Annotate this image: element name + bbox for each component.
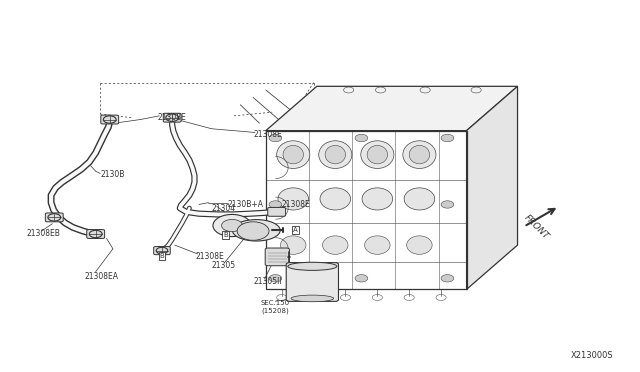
Ellipse shape [406,236,432,254]
Text: 21308EB: 21308EB [27,230,61,238]
Ellipse shape [325,145,346,164]
Ellipse shape [283,145,303,164]
FancyBboxPatch shape [100,115,118,124]
Circle shape [269,201,282,208]
Ellipse shape [291,295,333,302]
FancyBboxPatch shape [265,248,289,266]
Text: 21305II: 21305II [253,278,282,286]
Ellipse shape [403,141,436,169]
Text: FRONT: FRONT [523,212,550,241]
Text: 21305: 21305 [212,261,236,270]
FancyBboxPatch shape [286,263,339,301]
FancyBboxPatch shape [268,208,285,216]
FancyBboxPatch shape [45,213,63,222]
FancyBboxPatch shape [163,113,181,122]
Ellipse shape [278,188,308,210]
Circle shape [213,214,251,237]
Polygon shape [266,86,518,131]
Ellipse shape [319,141,352,169]
Text: SEC.150
(15208): SEC.150 (15208) [261,300,290,314]
Circle shape [441,201,454,208]
Text: 21304: 21304 [212,203,236,213]
Text: B: B [223,232,228,238]
Ellipse shape [320,188,351,210]
Text: 21308E: 21308E [253,130,282,139]
Text: X213000S: X213000S [570,351,613,360]
Ellipse shape [323,236,348,254]
Ellipse shape [365,236,390,254]
Text: 2130B+A: 2130B+A [228,200,264,209]
Circle shape [237,222,269,240]
Text: 2130B: 2130B [100,170,125,179]
Circle shape [221,219,243,232]
Text: 21308E: 21308E [196,251,225,261]
Ellipse shape [288,262,337,270]
Ellipse shape [367,145,388,164]
Text: A: A [293,227,298,233]
Text: 21308EA: 21308EA [84,272,118,281]
Polygon shape [467,86,518,289]
Ellipse shape [362,188,393,210]
Ellipse shape [404,188,435,210]
Circle shape [269,134,282,142]
Text: 21308E: 21308E [282,200,310,209]
Circle shape [441,134,454,142]
Circle shape [441,275,454,282]
FancyBboxPatch shape [154,247,170,255]
Text: 21308E: 21308E [157,113,186,122]
Circle shape [269,275,282,282]
Ellipse shape [409,145,429,164]
Ellipse shape [276,141,310,169]
Ellipse shape [361,141,394,169]
Circle shape [355,134,368,142]
Circle shape [355,275,368,282]
Ellipse shape [280,236,306,254]
Text: B: B [159,253,164,259]
FancyBboxPatch shape [87,230,104,238]
Ellipse shape [232,219,280,241]
